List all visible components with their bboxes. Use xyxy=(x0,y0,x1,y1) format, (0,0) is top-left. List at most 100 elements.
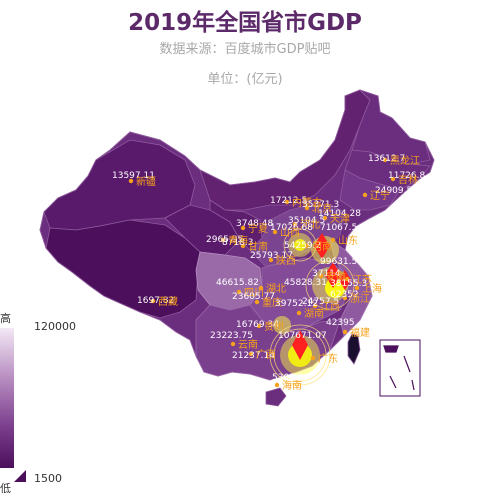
region-taiwan[interactable] xyxy=(347,333,361,365)
province-name: 广西 xyxy=(256,349,276,361)
province-name: 安徽 xyxy=(326,270,346,283)
province-name: 河北 xyxy=(300,219,320,231)
province-name: 黑龙江 xyxy=(390,154,420,167)
province-name: 湖南 xyxy=(304,307,324,320)
province-name: 宁夏 xyxy=(248,222,268,235)
province-value: 25793.17 xyxy=(250,251,293,261)
marker-山东[interactable] xyxy=(330,237,336,243)
legend-gradient[interactable] xyxy=(0,328,14,468)
legend-handle[interactable] xyxy=(14,470,26,482)
marker-黑龙江[interactable] xyxy=(382,157,388,163)
inset-islands xyxy=(383,345,415,391)
province-name: 重庆 xyxy=(262,296,282,309)
province-name: 内蒙古 xyxy=(292,196,322,209)
marker-西藏[interactable] xyxy=(150,298,156,304)
province-value: 42395 xyxy=(326,318,355,328)
ripple-rings xyxy=(269,228,355,386)
province-value: 8718.3 xyxy=(222,238,254,248)
province-name: 福建 xyxy=(350,326,370,339)
region-liaoning[interactable] xyxy=(339,169,401,211)
province-name: 广东 xyxy=(318,352,338,365)
marker-江苏[interactable] xyxy=(344,276,350,282)
province-value: 3748.48 xyxy=(236,219,273,229)
province-name: 西藏 xyxy=(158,296,178,308)
province-name: 海南 xyxy=(282,379,302,392)
marker-重庆[interactable] xyxy=(254,299,260,305)
province-value: 24909.5 xyxy=(375,186,412,196)
marker-上海[interactable] xyxy=(354,285,360,291)
province-name: 天津 xyxy=(330,213,350,225)
province-value: 17212.5 xyxy=(270,196,307,206)
province-name: 北京 xyxy=(312,202,332,215)
province-value: 23223.75 xyxy=(210,331,253,341)
province-name: 甘肃 xyxy=(248,240,268,253)
marker-云南[interactable] xyxy=(230,341,236,347)
province-value: 35371.3 xyxy=(302,200,339,210)
marker-吉林[interactable] xyxy=(390,176,396,182)
marker-甘肃[interactable] xyxy=(240,243,246,249)
marker-内蒙古[interactable] xyxy=(284,199,290,205)
province-value: 37114 xyxy=(312,269,341,279)
marker-福建[interactable] xyxy=(342,329,348,335)
marker-北京[interactable] xyxy=(304,205,310,211)
marker-浙江[interactable] xyxy=(342,295,348,301)
legend-max: 120000 xyxy=(34,320,76,333)
marker-辽宁[interactable] xyxy=(362,192,368,198)
marker-青海[interactable] xyxy=(220,237,226,243)
province-name: 湖北 xyxy=(266,283,286,295)
province-value: 71067.5 xyxy=(320,223,357,233)
province-name: 青海 xyxy=(228,234,248,247)
marker-贵州[interactable] xyxy=(256,323,262,329)
province-value: 99631.5 xyxy=(320,257,357,267)
marker-宁夏[interactable] xyxy=(240,225,246,231)
marker-河南[interactable] xyxy=(304,243,310,249)
province-name: 江西 xyxy=(320,301,340,313)
province-name: 云南 xyxy=(238,338,258,351)
province-value: 24757.5 xyxy=(302,297,339,307)
region-east-coast[interactable] xyxy=(329,239,373,337)
province-name: 贵州 xyxy=(264,320,284,333)
region-heilongjiang[interactable] xyxy=(351,89,431,165)
province-name: 辽宁 xyxy=(370,189,390,202)
chart-title: 2019年全国省市GDP xyxy=(128,10,362,36)
province-markers xyxy=(128,157,396,388)
province-value: 17026.68 xyxy=(270,223,313,233)
province-value: 5308.94 xyxy=(272,373,309,383)
province-name: 山西 xyxy=(280,227,300,239)
marker-山西[interactable] xyxy=(272,229,278,235)
marker-安徽[interactable] xyxy=(318,273,324,279)
marker-广东[interactable] xyxy=(310,355,316,361)
marker-湖北[interactable] xyxy=(258,285,264,291)
region-hainan[interactable] xyxy=(265,387,287,407)
legend-low-label: 低 xyxy=(0,482,11,495)
province-value: 1697.82 xyxy=(137,296,174,306)
province-value: 35104.5 xyxy=(288,216,325,226)
province-value: 13612.7 xyxy=(368,154,405,164)
marker-新疆[interactable] xyxy=(128,178,134,184)
marker-海南[interactable] xyxy=(274,382,280,388)
province-value: 13597.11 xyxy=(112,171,155,181)
province-name: 上海 xyxy=(362,282,382,295)
province-value: 2965.95 xyxy=(206,235,243,245)
legend-high-label: 高 xyxy=(0,312,11,325)
marker-江西[interactable] xyxy=(312,303,318,309)
province-name: 江苏 xyxy=(352,273,372,286)
province-name: 吉林 xyxy=(398,173,418,186)
province-value: 16769.34 xyxy=(236,320,279,330)
province-value: 45828.31 xyxy=(284,278,327,288)
province-value: 23605.77 xyxy=(232,292,275,302)
chart-unit: 单位：(亿元) xyxy=(207,72,283,87)
marker-陕西[interactable] xyxy=(268,257,274,263)
marker-河北[interactable] xyxy=(292,221,298,227)
region-tibet[interactable] xyxy=(45,219,201,319)
marker-广西[interactable] xyxy=(248,351,254,357)
province-name: 山东 xyxy=(338,234,358,247)
province-name: 河南 xyxy=(312,240,332,253)
province-value: 11726.8 xyxy=(388,171,425,181)
marker-湖南[interactable] xyxy=(296,310,302,316)
province-value: 62352 xyxy=(330,290,359,300)
province-value: 39752.12 xyxy=(275,299,318,309)
marker-天津[interactable] xyxy=(322,215,328,221)
marker-四川[interactable] xyxy=(236,289,242,295)
